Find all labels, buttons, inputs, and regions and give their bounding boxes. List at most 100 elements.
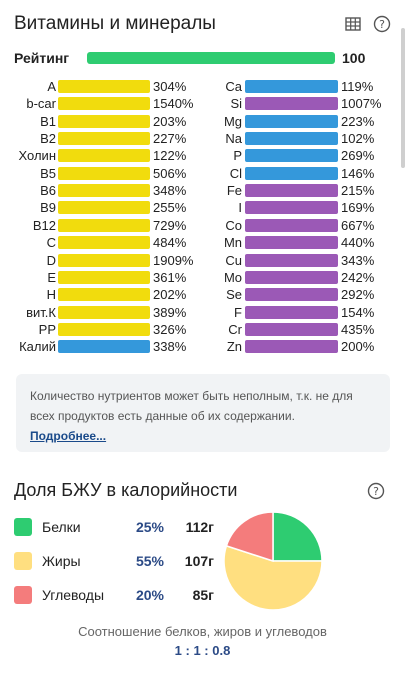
nutrient-row: E 361% (0, 270, 405, 286)
nutrient-bar (58, 201, 150, 215)
nutrient-value: 361% (153, 269, 187, 285)
nutrient-row: B6 348% (0, 183, 405, 199)
nutrient-bar (58, 114, 150, 128)
svg-text:?: ? (373, 485, 379, 498)
nutrient-bar (245, 236, 338, 250)
nutrient-value: 1909% (153, 252, 194, 268)
nutrient-value: 348% (153, 183, 187, 199)
nutrient-value: 119% (341, 79, 374, 94)
nutrient-value: 304% (153, 79, 187, 94)
help-icon[interactable]: ? (367, 482, 385, 500)
nutrient-bar (245, 288, 338, 302)
nutrient-bar (58, 236, 150, 250)
nutrient-value: 729% (153, 217, 187, 233)
nutrient-bar (58, 305, 150, 319)
nutrient-name: Fe (226, 183, 242, 199)
nutrient-value: 203% (153, 113, 187, 129)
nutrient-name: B1 (40, 113, 56, 129)
nutrient-value: 326% (153, 321, 187, 337)
ratio-label: Соотношение белков, жиров и углеводов (78, 624, 327, 639)
nutrient-value: 389% (153, 304, 187, 320)
nutrient-name: Mg (223, 113, 242, 129)
nutrient-name: B9 (40, 200, 56, 216)
nutrient-row: B2 227% (0, 131, 405, 147)
nutrient-bar (58, 149, 150, 163)
legend-swatch (14, 552, 32, 570)
nutrient-bar (58, 184, 150, 198)
nutrient-value: 227% (153, 131, 187, 147)
nutrient-row: PP 326% (0, 322, 405, 338)
nutrient-row: P 269% (0, 148, 405, 164)
nutrient-row: Si 1007% (0, 96, 405, 112)
nutrient-bar (245, 132, 338, 146)
nutrient-name: Cr (228, 321, 242, 337)
nutrient-name: PP (38, 321, 56, 337)
help-icon[interactable]: ? (373, 15, 391, 33)
nutrient-bar (245, 253, 338, 267)
nutrient-row: Mg 223% (0, 114, 405, 130)
nutrient-row: F 154% (0, 305, 405, 321)
scrollbar-thumb[interactable] (401, 28, 405, 168)
nutrient-name: Se (226, 287, 242, 303)
nutrient-row: B1 203% (0, 114, 405, 130)
nutrient-name: C (46, 235, 56, 251)
nutrient-name: Mn (223, 235, 242, 251)
nutrient-value: 269% (341, 148, 375, 164)
nutrient-name: F (234, 304, 242, 320)
nutrient-row: Калий 338% (0, 339, 405, 355)
nutrient-name: Mo (223, 269, 242, 285)
nutrient-bar (58, 218, 150, 232)
nutrient-bar (245, 270, 338, 284)
nutrient-bar (58, 166, 150, 180)
nutrient-value: 484% (153, 235, 187, 251)
nutrient-value: 202% (153, 287, 187, 303)
nutrient-value: 440% (341, 235, 375, 251)
nutrient-row: Co 667% (0, 218, 405, 234)
nutrient-value: 343% (341, 252, 375, 268)
nutrient-name: B2 (40, 131, 56, 147)
bju-legend-item: Белки 25% 112г (14, 516, 224, 538)
nutrient-value: 1540% (153, 96, 194, 112)
nutrient-name: Холин (18, 148, 57, 164)
nutrient-value: 338% (153, 339, 187, 355)
nutrient-row: B5 506% (0, 166, 405, 182)
nutrient-value: 292% (341, 287, 375, 303)
nutrient-name: b-car (26, 96, 56, 112)
nutrient-value: 154% (341, 304, 375, 320)
pie-slice-Жиры (223, 544, 323, 611)
nutrient-value: 435% (341, 321, 375, 337)
nutrient-name: B5 (40, 165, 56, 181)
nutrient-value: 215% (341, 183, 375, 199)
nutrient-name: P (233, 148, 242, 164)
legend-name: Жиры (42, 553, 81, 569)
bju-legend-item: Углеводы 20% 85г (14, 584, 224, 606)
nutrient-row: Mn 440% (0, 235, 405, 251)
nutrient-name: Zn (226, 339, 242, 355)
nutrient-row: I 169% (0, 200, 405, 216)
nutrient-row: Холин 122% (0, 148, 405, 164)
nutrient-row: H 202% (0, 287, 405, 303)
more-link[interactable]: Подробнее... (30, 429, 107, 443)
nutrient-row: Ca 119% (0, 79, 405, 95)
bju-legend-item: Жиры 55% 107г (14, 550, 224, 572)
nutrient-value: 255% (153, 200, 187, 216)
nutrient-bar (58, 97, 150, 111)
nutrient-value: 200% (341, 339, 375, 355)
nutrient-row: вит.К 389% (0, 305, 405, 321)
nutrient-bar (245, 114, 338, 128)
legend-grams: 112г (185, 519, 214, 535)
pie-slice-Углеводы (225, 511, 274, 563)
nutrient-bar (58, 288, 150, 302)
nutrient-name: вит.К (26, 304, 56, 320)
nutrient-name: Калий (19, 339, 56, 355)
table-icon[interactable] (344, 15, 362, 33)
bju-pie-chart (223, 511, 323, 611)
nutrient-bar (245, 184, 338, 198)
nutrient-bar (245, 305, 338, 319)
nutrient-value: 1007% (341, 96, 382, 112)
nutrient-name: B12 (32, 217, 56, 233)
legend-name: Белки (42, 519, 81, 535)
info-note: Количество нутриентов может быть неполны… (16, 374, 390, 452)
legend-swatch (14, 518, 32, 536)
nutrient-bar (58, 80, 150, 93)
